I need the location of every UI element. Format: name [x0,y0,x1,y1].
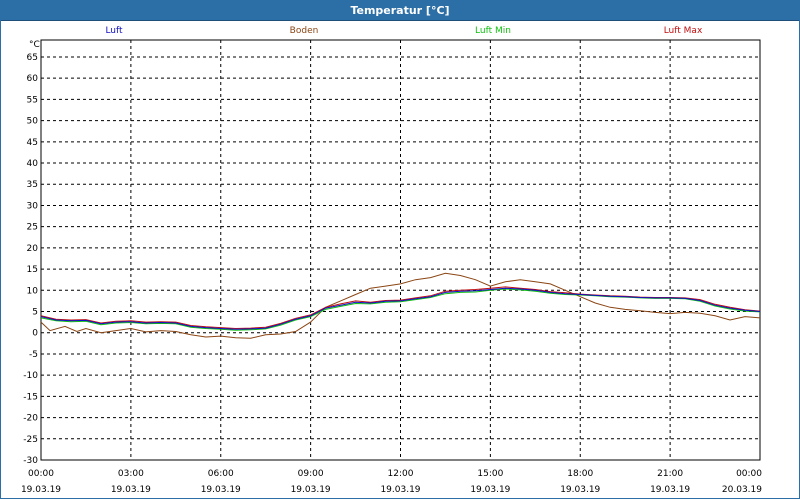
legend-item: Boden [290,26,319,36]
y-tick-label: -20 [23,414,38,424]
x-tick-date-label: 19.03.19 [470,485,510,495]
y-tick-label: 0 [32,329,38,339]
y-tick-label: -15 [23,392,38,402]
grid-lines [41,40,760,460]
axis-labels: °C 65605550454035302520151050-5-10-15-20… [21,40,762,495]
window-title-bar: Temperatur [°C] [0,0,800,21]
y-tick-label: 15 [27,265,38,275]
x-tick-date-label: 19.03.19 [291,485,331,495]
y-tick-label: 50 [27,117,39,127]
y-tick-label: -30 [23,456,38,466]
x-tick-time-label: 21:00 [657,469,683,479]
y-tick-label: 60 [27,74,39,84]
x-tick-time-label: 06:00 [208,469,234,479]
x-tick-time-label: 00:00 [28,469,54,479]
series-lines [40,272,761,339]
x-tick-date-label: 19.03.19 [560,485,600,495]
window-title: Temperatur [°C] [350,3,450,17]
legend: Luft Boden Luft Min Luft Max [105,26,703,36]
series-line-boden [40,272,761,339]
x-tick-date-label: 19.03.19 [201,485,241,495]
x-tick-date-label: 19.03.19 [380,485,420,495]
y-tick-label: 45 [27,138,38,148]
x-tick-time-label: 12:00 [388,469,414,479]
x-tick-time-label: 00:00 [736,469,762,479]
y-tick-label: 25 [27,223,38,233]
legend-item: Luft Min [475,26,511,36]
y-tick-label: 65 [27,53,38,63]
x-tick-time-label: 15:00 [477,469,503,479]
series-line-luft [40,287,761,330]
x-tick-date-label: 19.03.19 [111,485,151,495]
legend-item: Luft Max [664,26,703,36]
y-tick-label: 35 [27,180,38,190]
y-tick-label: -10 [23,371,38,381]
x-tick-time-label: 09:00 [298,469,324,479]
y-tick-label: 5 [32,308,38,318]
y-tick-label: -25 [23,435,38,445]
x-tick-date-label: 20.03.19 [722,485,762,495]
temperature-chart: °C 65605550454035302520151050-5-10-15-20… [21,26,762,495]
y-tick-label: 20 [27,244,39,254]
x-tick-time-label: 03:00 [118,469,144,479]
y-tick-label: 55 [27,95,38,105]
chart-window: °C 65 60 55 50 45 40 35 30 25 20 15 10 5 0 -5 -10 -15 -20… [0,20,800,499]
x-tick-date-label: 19.03.19 [21,485,61,495]
x-tick-date-label: 19.03.19 [650,485,690,495]
y-axis-unit-label: °C [29,40,40,50]
y-tick-label: -5 [29,350,38,360]
y-tick-label: 10 [27,286,39,296]
x-tick-time-label: 18:00 [567,469,593,479]
y-tick-label: 40 [27,159,39,169]
y-tick-label: 30 [27,201,39,211]
legend-item: Luft [105,26,123,36]
